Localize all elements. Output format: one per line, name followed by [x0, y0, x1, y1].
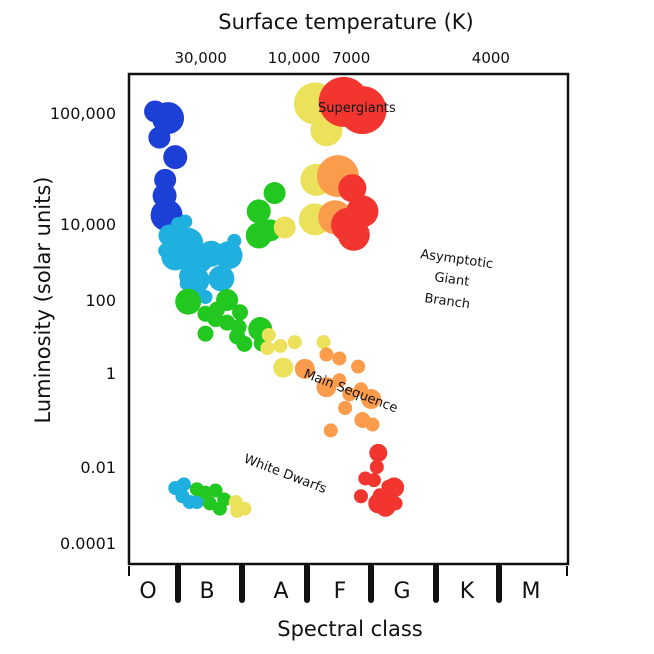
spectral-class-label: O: [139, 579, 156, 604]
star-point: [263, 182, 286, 205]
star-point: [216, 289, 239, 311]
star-point: [163, 145, 188, 170]
star-point: [332, 373, 347, 388]
annotation-agb-line1: Asymptotic: [419, 247, 494, 272]
star-point: [316, 377, 337, 398]
star-point: [354, 489, 368, 504]
star-point: [208, 483, 223, 498]
star-point: [369, 460, 384, 474]
top-tick-label: 30,000: [174, 49, 227, 67]
star-point: [273, 216, 296, 239]
plot-frame: [127, 72, 570, 566]
star-point: [261, 327, 276, 342]
star-point: [273, 338, 288, 353]
annotation-agb-line2: Giant: [433, 270, 470, 290]
spectral-class-label: A: [273, 579, 288, 604]
star-point: [208, 265, 235, 292]
spectral-class-label: F: [334, 579, 347, 604]
star-point: [294, 358, 315, 379]
chart-title: Surface temperature (K): [218, 10, 474, 34]
top-tick-labels: 30,000 10,000 7000 4000: [174, 49, 510, 67]
star-point: [237, 501, 252, 516]
spectral-class-label: B: [199, 579, 214, 604]
star-point: [342, 387, 357, 402]
data-points: [144, 76, 405, 518]
y-tick-label: 100,000: [50, 104, 116, 123]
star-point: [338, 86, 387, 135]
star-point: [366, 473, 381, 488]
star-point: [217, 492, 232, 507]
star-point: [189, 494, 204, 509]
star-point: [227, 233, 242, 248]
star-point: [316, 335, 331, 350]
star-point: [179, 276, 194, 291]
star-point: [323, 423, 338, 438]
y-tick-label: 1: [106, 364, 116, 383]
spectral-class-label: G: [393, 579, 410, 604]
y-tick-label: 0.0001: [60, 534, 116, 553]
star-point: [332, 351, 347, 366]
y-tick-label: 100: [85, 291, 116, 310]
star-point: [388, 496, 403, 511]
star-point: [273, 357, 294, 378]
star-point: [337, 218, 370, 251]
spectral-class-label: M: [522, 579, 541, 604]
y-tick-label: 10,000: [60, 215, 116, 234]
star-point: [198, 289, 213, 304]
annotation-white-dwarfs: White Dwarfs: [242, 452, 329, 497]
star-point: [175, 288, 202, 315]
x-axis-label: Spectral class: [277, 617, 423, 641]
top-tick-label: 7000: [332, 49, 370, 67]
star-point: [236, 335, 253, 352]
star-point: [365, 417, 380, 432]
star-point: [287, 335, 302, 350]
star-point: [197, 325, 214, 342]
spectral-class-label: K: [460, 579, 475, 604]
star-point: [338, 401, 353, 416]
annotation-supergiants: Supergiants: [318, 101, 396, 116]
star-point: [351, 359, 366, 374]
annotation-agb-line3: Branch: [423, 291, 471, 312]
star-point: [178, 214, 193, 229]
star-point: [338, 174, 367, 203]
star-point: [176, 477, 191, 492]
top-tick-label: 4000: [472, 49, 510, 67]
star-point: [214, 241, 243, 270]
star-point: [246, 199, 271, 224]
star-point: [232, 304, 249, 321]
y-tick-label: 0.01: [80, 458, 116, 477]
top-tick-label: 10,000: [268, 49, 321, 67]
star-point: [361, 388, 382, 409]
star-point: [152, 102, 185, 135]
star-point: [260, 341, 275, 356]
y-axis-label: Luminosity (solar units): [31, 176, 55, 423]
y-tick-labels: 100,000 10,000 100 1 0.01 0.0001: [50, 104, 116, 553]
star-point: [369, 443, 388, 462]
star-point: [319, 347, 334, 362]
